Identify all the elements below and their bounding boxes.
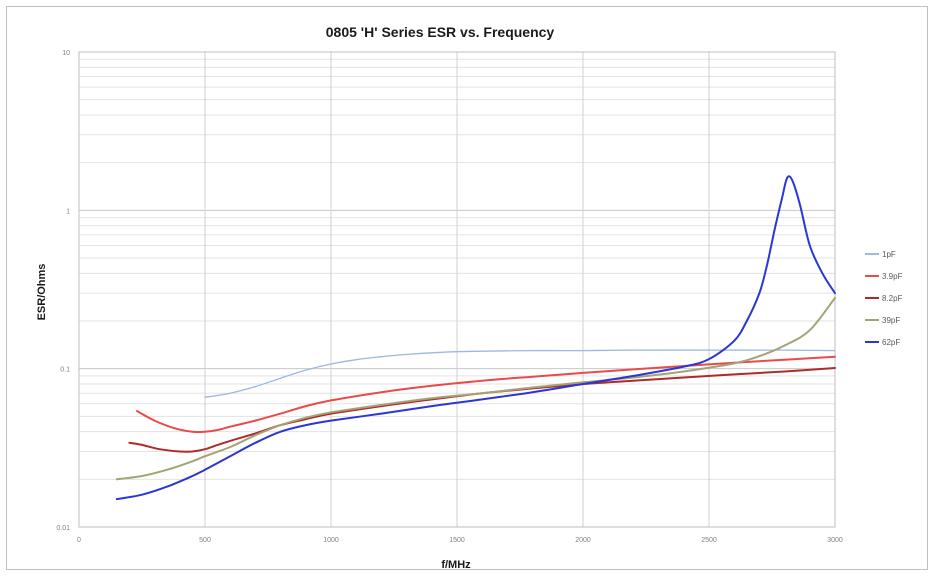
- chart-title: 0805 'H' Series ESR vs. Frequency: [326, 24, 555, 40]
- x-tick-label: 500: [199, 537, 211, 544]
- series-line-8-2pf: [128, 367, 836, 453]
- legend: 1pF 3.9pF 8.2pF 39pF 62pF: [865, 250, 903, 347]
- x-axis-title: f/MHz: [441, 559, 471, 571]
- plot-area-border: [78, 51, 836, 528]
- y-axis-title: ESR/Ohms: [36, 264, 48, 321]
- x-tick-label: 2000: [575, 537, 591, 544]
- legend-label-62pf: 62pF: [882, 338, 900, 347]
- y-tick-label: 10: [62, 50, 70, 57]
- series-line-62pf: [115, 175, 836, 501]
- x-tick-label: 1500: [449, 537, 465, 544]
- grid: [78, 52, 836, 528]
- y-tick-label: 1: [66, 208, 70, 215]
- legend-label-3-9pf: 3.9pF: [882, 272, 903, 281]
- tick-labels: 0 500 1000 1500 2000 2500 3000 0.01 0.1 1 10: [56, 50, 843, 544]
- series-layer: [115, 175, 836, 501]
- x-tick-label: 3000: [827, 537, 843, 544]
- series-line-1pf: [204, 349, 836, 398]
- x-tick-label: 2500: [701, 537, 717, 544]
- y-tick-label: 0.1: [60, 367, 70, 374]
- legend-label-1pf: 1pF: [882, 250, 896, 259]
- series-line-39pf: [115, 296, 836, 481]
- legend-label-39pf: 39pF: [882, 316, 900, 325]
- legend-label-8-2pf: 8.2pF: [882, 294, 903, 303]
- x-tick-label: 1000: [323, 537, 339, 544]
- y-tick-label: 0.01: [56, 525, 70, 532]
- x-tick-label: 0: [77, 537, 81, 544]
- series-line-3-9pf: [136, 355, 836, 433]
